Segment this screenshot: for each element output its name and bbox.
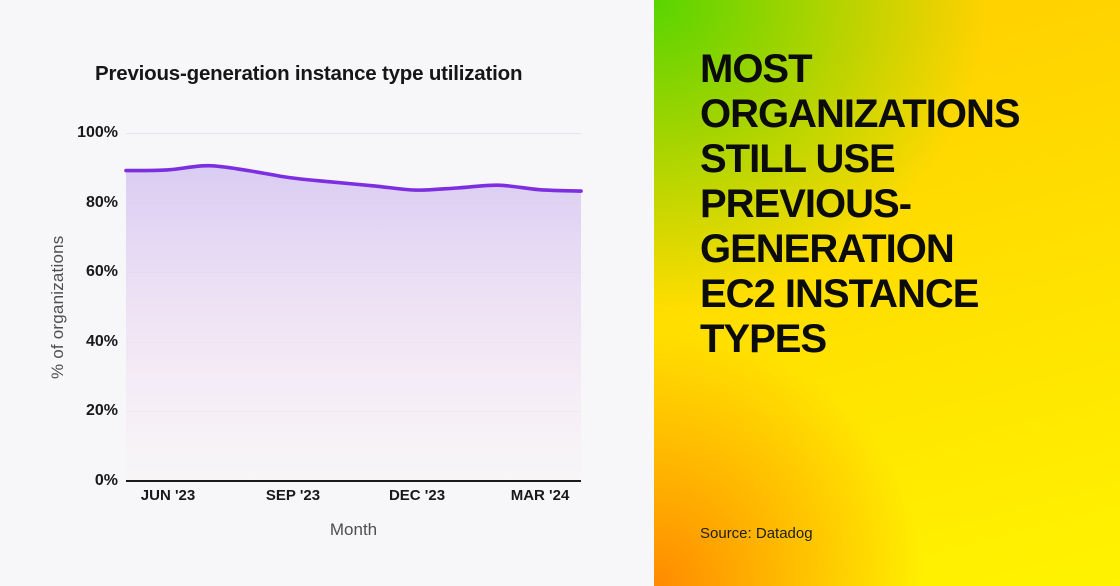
gridline-100 (126, 133, 581, 134)
x-axis-tick-label: MAR '24 (510, 487, 570, 504)
x-axis-line (126, 480, 581, 482)
chart-title: Previous-generation instance type utiliz… (95, 62, 523, 85)
y-axis-tick-label: 100% (77, 124, 118, 141)
source-attribution: Source: Datadog (700, 525, 813, 542)
area-chart (124, 163, 583, 481)
headline-text: MOST ORGANIZATIONS STILL USE PREVIOUS- G… (700, 47, 1021, 361)
y-axis-tick-label: 80% (85, 193, 118, 211)
x-axis-tick-label: JUN '23 (140, 487, 196, 504)
chart-panel: Previous-generation instance type utiliz… (48, 62, 583, 539)
y-axis-tick-label: 0% (94, 471, 118, 489)
x-axis-tick-label: SEP '23 (265, 487, 321, 504)
y-axis-title: % of organizations (48, 235, 67, 379)
y-axis-tick-label: 20% (85, 402, 118, 419)
x-axis-title: Month (329, 520, 378, 539)
chart-area-fill (126, 165, 581, 481)
headline-panel: MOST ORGANIZATIONS STILL USE PREVIOUS- G… (654, 0, 1120, 586)
chart-line (124, 163, 583, 193)
y-axis-tick-label: 40% (85, 332, 118, 350)
x-axis-tick-label: DEC '23 (388, 487, 446, 504)
y-axis-tick-label: 60% (85, 263, 118, 280)
